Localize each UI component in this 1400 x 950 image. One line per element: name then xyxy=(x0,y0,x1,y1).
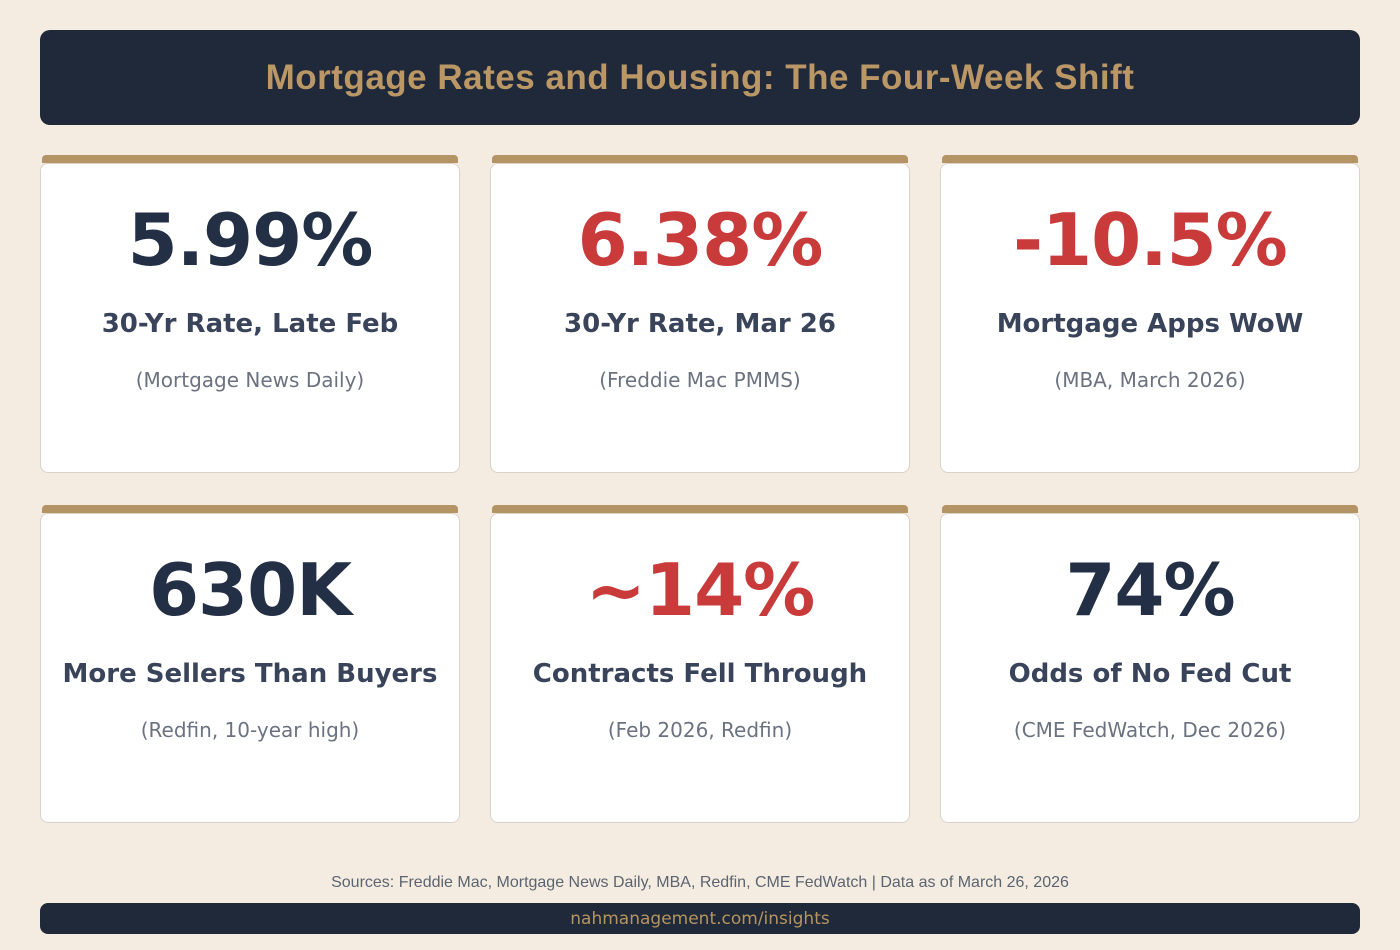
stat-label: Odds of No Fed Cut xyxy=(1008,659,1292,689)
stat-card: 6.38% 30-Yr Rate, Mar 26 (Freddie Mac PM… xyxy=(490,163,910,473)
stat-label: 30-Yr Rate, Late Feb xyxy=(101,309,399,339)
stat-source: (Redfin, 10-year high) xyxy=(140,717,360,742)
stat-card: ~14% Contracts Fell Through (Feb 2026, R… xyxy=(490,513,910,823)
stat-card: 74% Odds of No Fed Cut (CME FedWatch, De… xyxy=(940,513,1360,823)
card-accent-bar xyxy=(42,155,458,163)
footer-bar: nahmanagement.com/insights xyxy=(40,903,1360,934)
stat-value: 5.99% xyxy=(127,198,374,282)
stat-source: (Mortgage News Daily) xyxy=(135,367,365,392)
stat-label: Mortgage Apps WoW xyxy=(996,309,1304,339)
stat-value: -10.5% xyxy=(1013,198,1288,282)
stat-source: (CME FedWatch, Dec 2026) xyxy=(1013,717,1287,742)
stat-value: 6.38% xyxy=(577,198,824,282)
stat-card: -10.5% Mortgage Apps WoW (MBA, March 202… xyxy=(940,163,1360,473)
stat-source: (MBA, March 2026) xyxy=(1054,367,1246,392)
stat-source: (Freddie Mac PMMS) xyxy=(599,367,801,392)
header-banner: Mortgage Rates and Housing: The Four-Wee… xyxy=(40,30,1360,125)
card-accent-bar xyxy=(942,505,1358,513)
stat-card-wrap: ~14% Contracts Fell Through (Feb 2026, R… xyxy=(490,505,910,823)
sources-text: Sources: Freddie Mac, Mortgage News Dail… xyxy=(331,874,1069,891)
card-accent-bar xyxy=(492,505,908,513)
stat-card-wrap: 74% Odds of No Fed Cut (CME FedWatch, De… xyxy=(940,505,1360,823)
stat-label: Contracts Fell Through xyxy=(532,659,868,689)
stat-card: 5.99% 30-Yr Rate, Late Feb (Mortgage New… xyxy=(40,163,460,473)
page-title: Mortgage Rates and Housing: The Four-Wee… xyxy=(265,57,1135,97)
card-accent-bar xyxy=(942,155,1358,163)
stat-value: 630K xyxy=(148,548,352,632)
stat-label: More Sellers Than Buyers xyxy=(62,659,438,689)
card-accent-bar xyxy=(42,505,458,513)
stat-card-wrap: -10.5% Mortgage Apps WoW (MBA, March 202… xyxy=(940,155,1360,473)
stat-card-wrap: 6.38% 30-Yr Rate, Mar 26 (Freddie Mac PM… xyxy=(490,155,910,473)
card-accent-bar xyxy=(492,155,908,163)
stat-value: ~14% xyxy=(585,548,816,632)
stat-cards-grid: 5.99% 30-Yr Rate, Late Feb (Mortgage New… xyxy=(40,155,1360,823)
stat-card-wrap: 630K More Sellers Than Buyers (Redfin, 1… xyxy=(40,505,460,823)
stat-card-wrap: 5.99% 30-Yr Rate, Late Feb (Mortgage New… xyxy=(40,155,460,473)
stat-source: (Feb 2026, Redfin) xyxy=(607,717,793,742)
stat-value: 74% xyxy=(1065,548,1235,632)
stat-card: 630K More Sellers Than Buyers (Redfin, 1… xyxy=(40,513,460,823)
stat-label: 30-Yr Rate, Mar 26 xyxy=(564,309,836,339)
website-url: nahmanagement.com/insights xyxy=(570,908,830,929)
